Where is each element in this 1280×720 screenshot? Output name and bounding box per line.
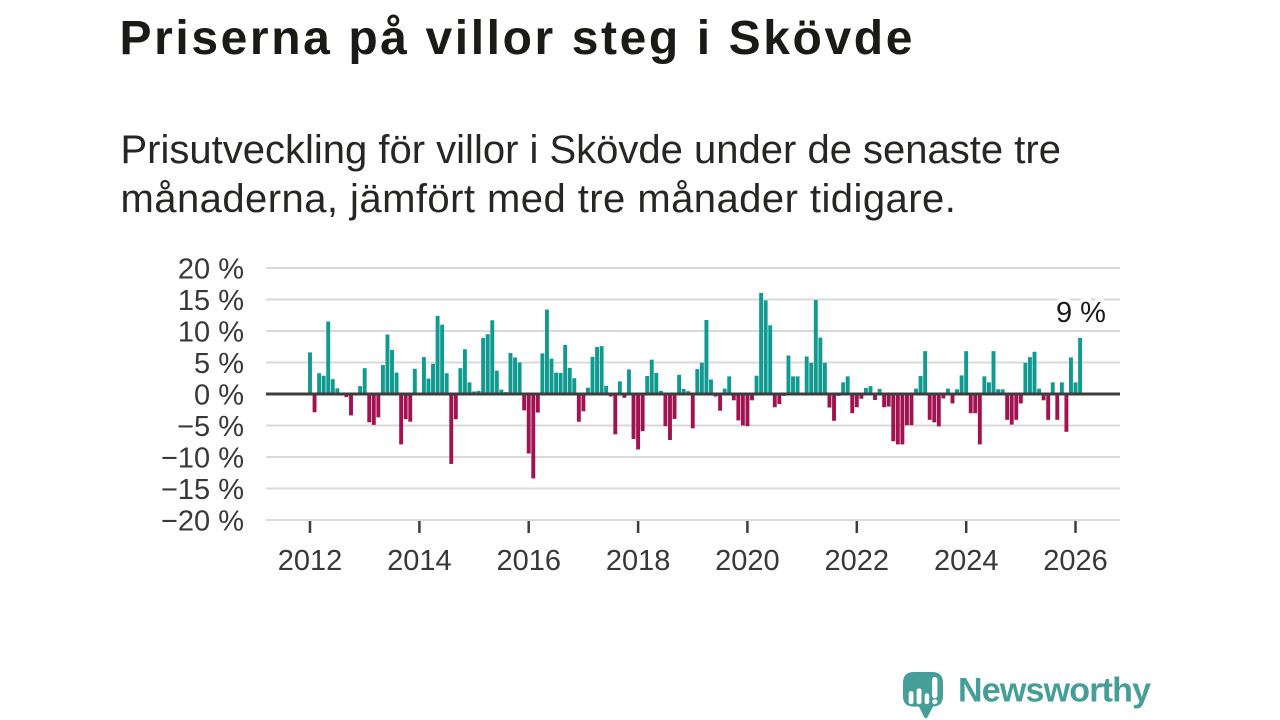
svg-text:Newsworthy: Newsworthy <box>958 672 1151 710</box>
svg-text:2024: 2024 <box>934 545 999 577</box>
svg-text:2016: 2016 <box>496 545 561 577</box>
svg-text:2026: 2026 <box>1043 545 1108 577</box>
svg-text:−15 %: −15 % <box>161 474 244 506</box>
svg-text:2012: 2012 <box>278 545 343 577</box>
svg-text:Priserna på villor steg i Sköv: Priserna på villor steg i Skövde <box>120 12 916 65</box>
svg-text:2014: 2014 <box>387 545 452 577</box>
svg-text:20 %: 20 % <box>178 254 244 286</box>
svg-text:månaderna, jämfört med tre mån: månaderna, jämfört med tre månader tidig… <box>121 177 957 221</box>
svg-text:2020: 2020 <box>715 545 780 577</box>
svg-text:0 %: 0 % <box>194 380 244 412</box>
svg-text:2022: 2022 <box>825 545 890 577</box>
svg-text:9 %: 9 % <box>1056 297 1106 329</box>
svg-text:2018: 2018 <box>606 545 671 577</box>
svg-text:−5 %: −5 % <box>177 411 244 443</box>
svg-text:10 %: 10 % <box>178 317 244 349</box>
svg-text:15 %: 15 % <box>178 285 244 317</box>
svg-text:Prisutveckling för villor i Sk: Prisutveckling för villor i Skövde under… <box>121 128 1061 172</box>
svg-text:5 %: 5 % <box>194 348 244 380</box>
svg-text:−20 %: −20 % <box>161 506 244 538</box>
svg-text:−10 %: −10 % <box>161 443 244 475</box>
